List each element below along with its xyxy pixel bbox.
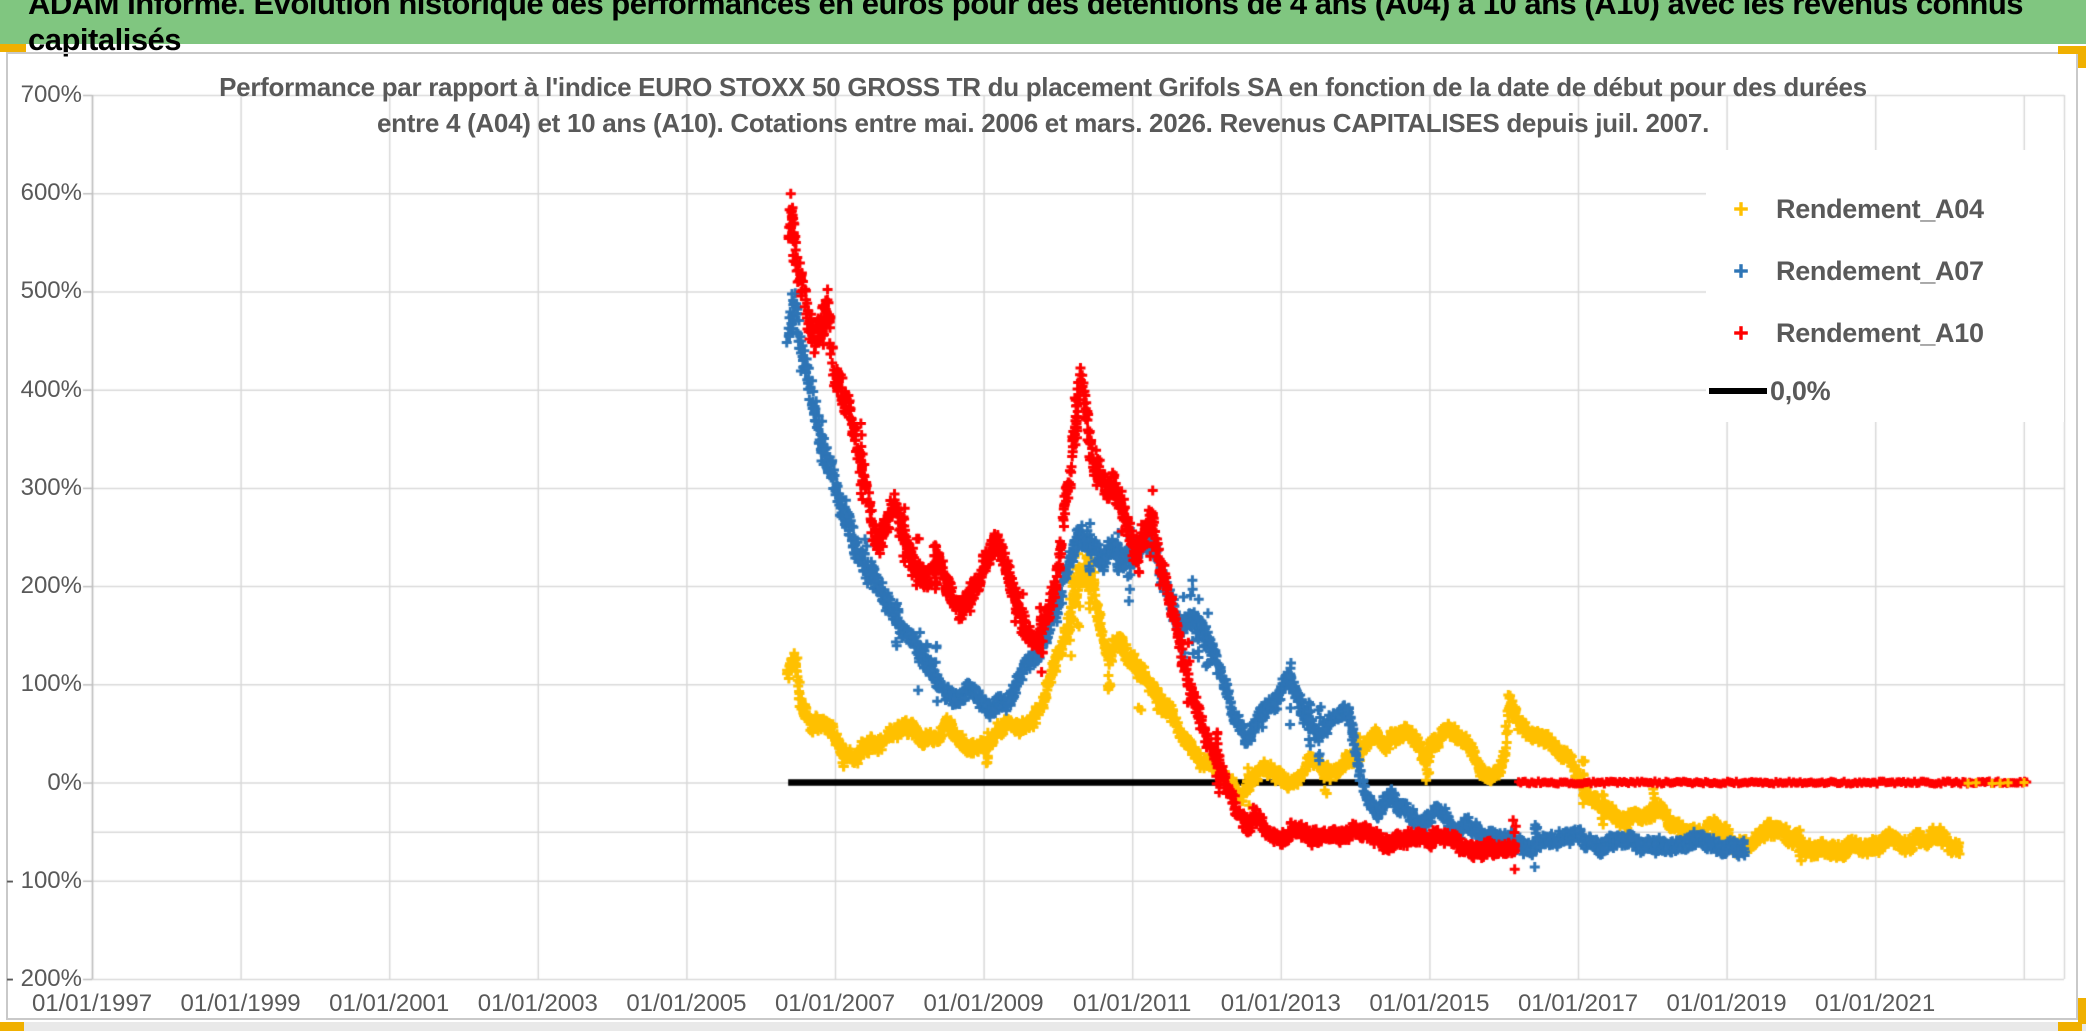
- y-tick-label: 700%: [20, 81, 82, 108]
- legend-item-rendement-a10[interactable]: Rendement_A10: [1706, 310, 2064, 356]
- y-tick-label: 200%: [20, 572, 82, 600]
- x-tick-label: 01/01/2021: [1815, 990, 1936, 1017]
- corner-mark-bottom-left: [0, 1022, 24, 1031]
- corner-mark-bottom-right-h: [2058, 1022, 2082, 1031]
- x-tick-label: 01/01/2003: [477, 990, 598, 1017]
- legend-line-icon: [1706, 388, 1770, 394]
- x-tick-label: 01/01/2013: [1220, 990, 1341, 1017]
- chart-title-line1: Performance par rapport à l'indice EURO …: [219, 72, 1867, 102]
- x-tick-label: 01/01/2019: [1666, 990, 1787, 1017]
- x-tick-label: 01/01/2005: [626, 990, 747, 1017]
- legend-item-rendement-a07[interactable]: Rendement_A07: [1706, 248, 2064, 294]
- y-tick-label: 600%: [20, 179, 82, 207]
- y-tick-label: 100%: [20, 670, 82, 698]
- y-tick-label: 500%: [20, 277, 82, 305]
- legend-plus-icon: [1706, 201, 1776, 217]
- legend-plus-icon: [1706, 263, 1776, 279]
- legend-label: 0,0%: [1770, 375, 1831, 406]
- x-tick-label: 01/01/2017: [1517, 990, 1639, 1017]
- chart-title-line2: entre 4 (A04) et 10 ans (A10). Cotations…: [376, 108, 1710, 138]
- y-tick-label: 0%: [47, 768, 82, 796]
- corner-mark-top-left: [0, 44, 26, 52]
- corner-mark-top-right-v: [2078, 46, 2086, 68]
- y-tick-label: - 200%: [5, 965, 82, 992]
- y-tick-label: - 100%: [5, 866, 82, 894]
- x-tick-label: 01/01/2011: [1073, 990, 1192, 1017]
- x-tick-label: 01/01/2015: [1369, 990, 1490, 1017]
- x-tick-label: 01/01/2009: [923, 990, 1044, 1017]
- corner-mark-bottom-right-v: [2078, 998, 2086, 1024]
- y-tick-label: 400%: [20, 375, 82, 403]
- x-tick-label: 01/01/1999: [180, 990, 301, 1017]
- x-tick-label: 01/01/2001: [329, 990, 450, 1017]
- legend-plus-icon: [1706, 325, 1776, 341]
- legend-label: Rendement_A04: [1776, 193, 1984, 224]
- legend: Rendement_A04 Rendement_A07 Rendement_A10 0…: [1706, 150, 2064, 422]
- legend-item-0-0-[interactable]: 0,0%: [1706, 368, 2064, 414]
- x-tick-label: 01/01/2007: [774, 990, 896, 1017]
- legend-item-rendement-a04[interactable]: Rendement_A04: [1706, 186, 2064, 232]
- y-tick-label: 300%: [20, 473, 82, 501]
- corner-mark-top-right-h: [2058, 46, 2086, 54]
- legend-label: Rendement_A10: [1776, 317, 1984, 348]
- x-tick-label: 01/01/1997: [31, 990, 153, 1017]
- legend-label: Rendement_A07: [1776, 255, 1984, 286]
